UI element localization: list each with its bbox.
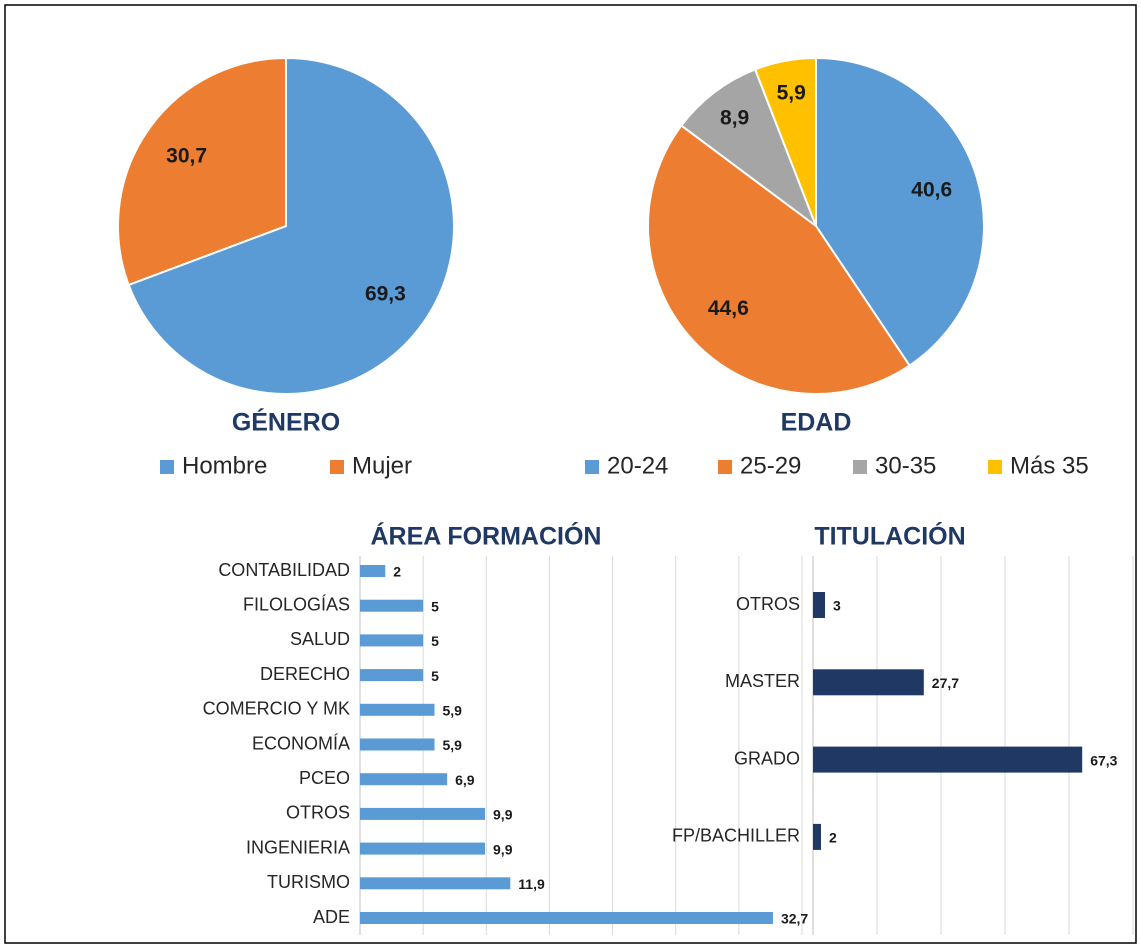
- pie-label: 40,6: [911, 178, 952, 201]
- category-label: FP/BACHILLER: [672, 826, 800, 846]
- bar: [360, 807, 486, 820]
- value-label: 5,9: [443, 703, 463, 719]
- bar: [360, 912, 773, 924]
- legend-swatch: [585, 460, 599, 474]
- legend-swatch: [718, 460, 732, 474]
- pie-slice: [117, 56, 287, 287]
- value-label: 6,9: [455, 772, 475, 788]
- legend-swatch: [988, 460, 1002, 474]
- pie-label: 5,9: [777, 81, 806, 104]
- bar: [360, 634, 424, 647]
- bar: [360, 703, 435, 716]
- pie-slice: [753, 56, 817, 227]
- pie-label: 69,3: [365, 282, 406, 305]
- legend-swatch: [160, 460, 174, 474]
- bar: [360, 599, 424, 612]
- value-label: 2: [829, 830, 837, 846]
- category-label: SALUD: [290, 629, 350, 649]
- category-label: PCEO: [299, 768, 350, 788]
- category-label: CONTABILIDAD: [218, 560, 350, 580]
- value-label: 5: [431, 668, 439, 684]
- legend-label: 25-29: [740, 452, 801, 479]
- bar: [360, 773, 448, 786]
- value-label: 9,9: [493, 841, 513, 857]
- value-label: 32,7: [781, 911, 808, 927]
- pie-label: 44,6: [708, 297, 749, 320]
- bar: [360, 738, 435, 751]
- value-label: 9,9: [493, 807, 513, 823]
- category-label: MASTER: [725, 671, 800, 691]
- legend-label: Más 35: [1010, 452, 1089, 479]
- bar: [360, 669, 424, 682]
- value-label: 2: [393, 564, 401, 580]
- category-label: DERECHO: [260, 664, 350, 684]
- pie-slice: [647, 124, 911, 395]
- bar: [813, 669, 924, 696]
- bar: [360, 565, 386, 577]
- category-label: OTROS: [286, 803, 350, 823]
- category-label: ECONOMÍA: [252, 733, 350, 753]
- value-label: 5: [431, 633, 439, 649]
- value-label: 67,3: [1090, 752, 1117, 768]
- legend-label: 20-24: [607, 452, 668, 479]
- pie-slice: [815, 56, 985, 367]
- category-label: INGENIERIA: [246, 837, 350, 857]
- bar: [813, 592, 825, 618]
- chart-title: EDAD: [781, 409, 852, 437]
- legend-swatch: [330, 460, 344, 474]
- category-label: OTROS: [736, 594, 800, 614]
- bar: [813, 823, 821, 850]
- bar: [360, 877, 511, 890]
- category-label: GRADO: [734, 748, 800, 768]
- chart-title: ÁREA FORMACIÓN: [370, 521, 601, 551]
- legend-label: 30-35: [875, 452, 936, 479]
- value-label: 5: [431, 598, 439, 614]
- pie-label: 30,7: [166, 145, 207, 168]
- bar: [360, 842, 486, 855]
- pie-slice: [679, 68, 819, 229]
- legend-label: Hombre: [182, 452, 267, 479]
- chart-title: TITULACIÓN: [814, 521, 965, 551]
- value-label: 5,9: [443, 737, 463, 753]
- pie-slice: [127, 56, 455, 395]
- bar: [813, 746, 1083, 773]
- chart-title: GÉNERO: [232, 408, 340, 437]
- pie-label: 8,9: [720, 107, 749, 130]
- legend-label: Mujer: [352, 452, 412, 479]
- category-label: TURISMO: [267, 872, 350, 892]
- value-label: 11,9: [518, 876, 545, 892]
- value-label: 27,7: [932, 675, 959, 691]
- legend-swatch: [853, 460, 867, 474]
- category-label: COMERCIO Y MK: [203, 699, 350, 719]
- category-label: ADE: [313, 907, 350, 927]
- value-label: 3: [833, 598, 841, 614]
- category-label: FILOLOGÍAS: [243, 594, 350, 614]
